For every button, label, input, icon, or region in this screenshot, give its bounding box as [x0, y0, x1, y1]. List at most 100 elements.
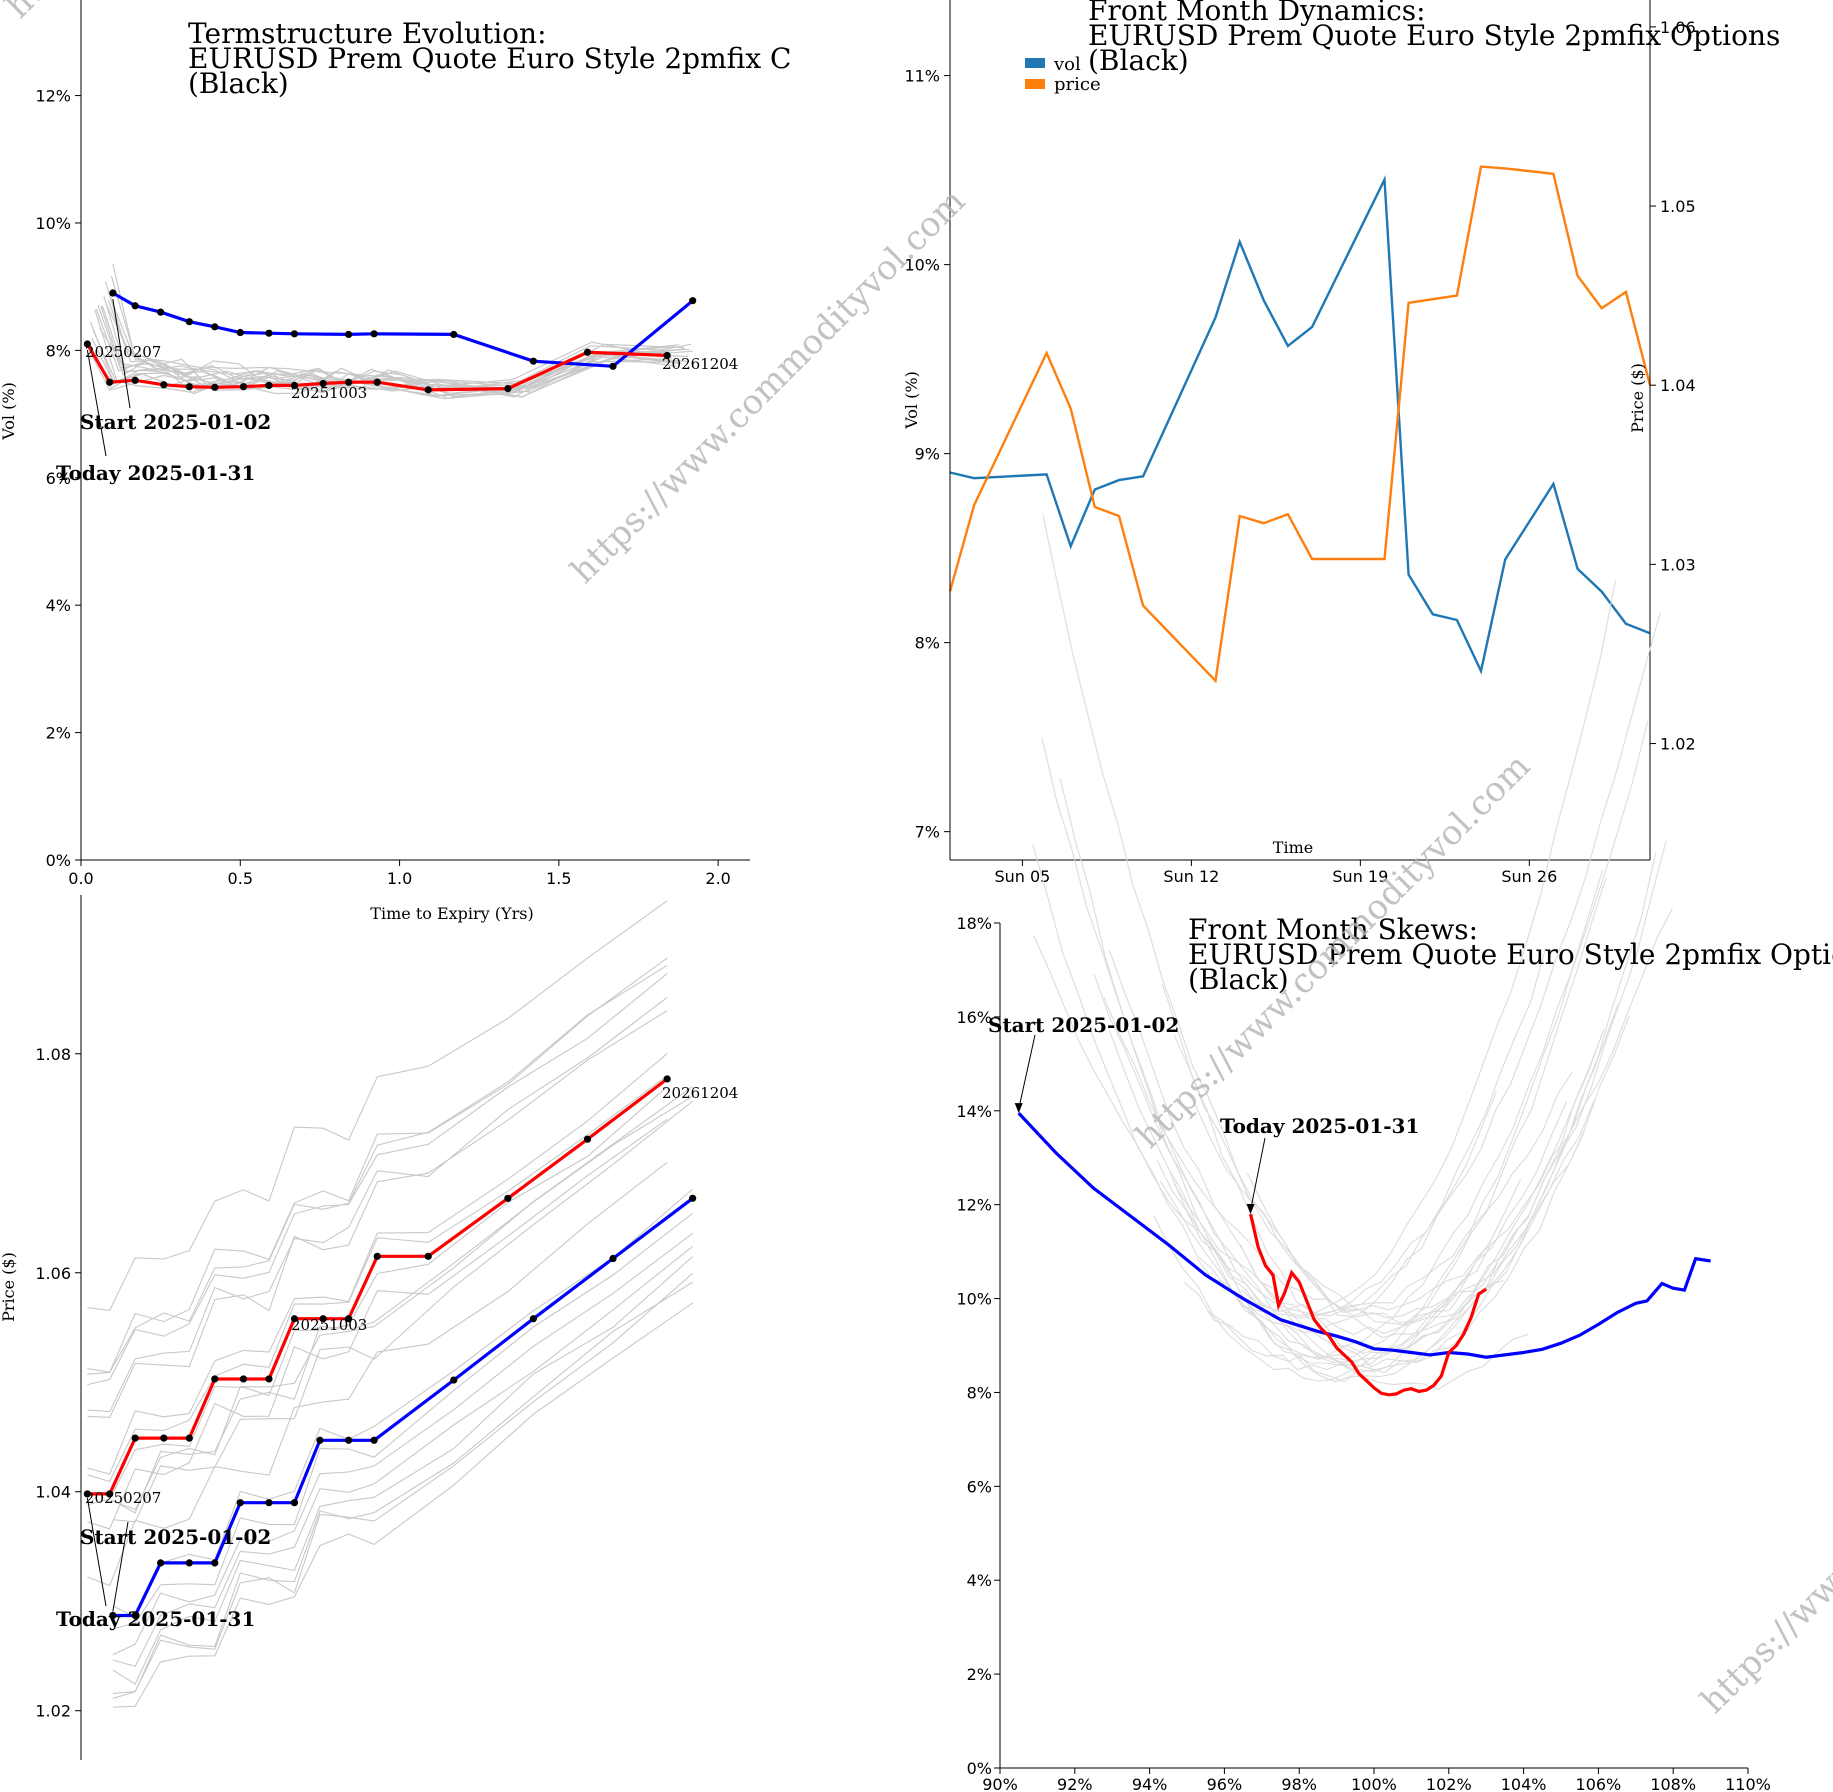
y-axis-label: Price ($) — [0, 1252, 18, 1322]
data-point — [529, 357, 537, 365]
data-point — [689, 1194, 697, 1202]
start-annotation: Start 2025-01-02 — [80, 410, 271, 434]
history-curve — [1042, 515, 1568, 1319]
history-curve — [1173, 1034, 1519, 1324]
data-point — [345, 378, 353, 386]
data-point — [239, 383, 248, 391]
x-tick-label: 98% — [1281, 1775, 1317, 1792]
history-curve — [95, 308, 677, 397]
data-point — [373, 1252, 381, 1260]
y-tick-label: 1.02 — [35, 1702, 71, 1721]
history-curve — [1246, 877, 1607, 1359]
data-point — [239, 1375, 248, 1383]
history-curve — [1173, 1183, 1504, 1336]
history-curve — [87, 996, 668, 1413]
y-tick-label: 12% — [35, 87, 71, 106]
chart-title-line-1: Termstructure Evolution: — [188, 17, 547, 50]
data-point — [450, 330, 458, 339]
history-curve — [87, 957, 668, 1375]
start-vol-line — [112, 291, 694, 368]
history-curve — [1033, 936, 1574, 1317]
legend-label-vol: vol — [1053, 54, 1081, 75]
today-arrow — [86, 349, 107, 457]
y-tick-label: 8% — [967, 1383, 992, 1402]
chart-title-line-2: EURUSD Prem Quote Euro Style 2pmfix Opti… — [1088, 19, 1780, 52]
history-curve — [86, 346, 668, 397]
data-point — [663, 351, 671, 360]
history-curve — [87, 1010, 668, 1418]
data-point — [319, 1315, 327, 1323]
data-point — [370, 1436, 378, 1444]
x-tick-label: 2.0 — [705, 869, 730, 888]
data-point — [211, 383, 219, 391]
x-tick-label: 1.5 — [546, 869, 571, 888]
history-curve — [87, 1053, 668, 1475]
vol-line — [949, 175, 1651, 675]
data-point — [290, 1499, 299, 1507]
history-curve — [112, 1095, 693, 1514]
data-point — [131, 1611, 139, 1620]
chart-title-line-3: (Black) — [188, 67, 289, 100]
y-tick-label: 0% — [967, 1759, 992, 1778]
history-curve — [112, 1232, 694, 1656]
x-tick-label: 90% — [982, 1775, 1018, 1792]
y-tick-label: 6% — [46, 469, 71, 488]
history-curve — [112, 1272, 694, 1695]
vol-series — [83, 289, 697, 394]
data-point — [373, 378, 381, 386]
y-tick-label: 6% — [967, 1477, 992, 1496]
front-month-dynamics-chart: 7% 8% 9% 10% 11% 1.02 1.03 1.04 1.05 1.06 Sun 05 Su… — [902, 0, 1780, 886]
historical-price-curves — [87, 900, 694, 1708]
data-point — [211, 323, 219, 331]
y-tick-label: 16% — [956, 1008, 992, 1027]
data-point — [345, 1315, 353, 1323]
annotations: Start 2025-01-02 Today 2025-01-31 202502… — [56, 1084, 738, 1631]
history-curve — [1093, 973, 1529, 1391]
today-annotation: Today 2025-01-31 — [56, 1607, 255, 1631]
chart-title-line-3: (Black) — [1188, 963, 1289, 996]
y-tick-label: 14% — [956, 1102, 992, 1121]
history-curve — [89, 321, 671, 394]
start-arrow — [1018, 1034, 1036, 1110]
legend: vol price — [1025, 54, 1101, 95]
axes: 0% 2% 4% 6% 8% 10% 12% 0.0 0.5 1.0 1.5 2.0 — [35, 0, 750, 888]
y-tick-label: 1.08 — [35, 1045, 71, 1064]
data-point — [319, 379, 327, 388]
data-point — [236, 1499, 244, 1507]
data-point — [185, 383, 193, 391]
history-curve — [112, 1302, 694, 1708]
history-curve — [1108, 949, 1619, 1355]
data-point — [345, 1436, 353, 1444]
historical-skew-curves — [1032, 515, 1673, 1391]
front-month-skews-chart: 0% 2% 4% 6% 8% 10% 12% 14% 16% 18% 90% 92% 94% 96% 98%… — [956, 515, 1833, 1792]
x-tick-label: 1.0 — [387, 869, 412, 888]
chart-title-line-1: Front Month Dynamics: — [1088, 0, 1426, 27]
x-tick-label: 96% — [1207, 1775, 1243, 1792]
history-curve — [87, 900, 668, 1311]
y-tick-label: 9% — [915, 445, 940, 464]
data-point — [583, 348, 592, 356]
history-curve — [112, 1256, 694, 1685]
history-curve — [87, 964, 668, 1373]
history-curve — [1169, 1029, 1605, 1383]
y-tick-label: 10% — [956, 1290, 992, 1309]
y-tick-label: 1.06 — [35, 1264, 71, 1283]
chart-title-line-2: EURUSD Prem Quote Euro Style 2pmfix C — [188, 42, 791, 75]
data-point — [131, 376, 139, 384]
history-curve — [1246, 840, 1667, 1339]
data-point — [160, 381, 168, 389]
data-point — [265, 381, 273, 390]
history-curve — [1207, 1242, 1493, 1371]
x-tick-label: 0.0 — [68, 869, 93, 888]
chart-title-line-1: Front Month Skews: — [1188, 913, 1478, 946]
forward-curve-chart: 1.02 1.04 1.06 1.08 Price ($) Start 2025-01… — [0, 895, 738, 1760]
data-point — [609, 1254, 617, 1263]
history-curve — [112, 1086, 694, 1511]
history-curve — [112, 1100, 694, 1523]
y2-tick-label: 1.04 — [1660, 376, 1696, 395]
data-point — [157, 308, 165, 316]
y-tick-label: 10% — [35, 214, 71, 233]
history-curve — [107, 300, 689, 390]
data-point — [504, 1194, 512, 1202]
price-series — [83, 1075, 697, 1620]
